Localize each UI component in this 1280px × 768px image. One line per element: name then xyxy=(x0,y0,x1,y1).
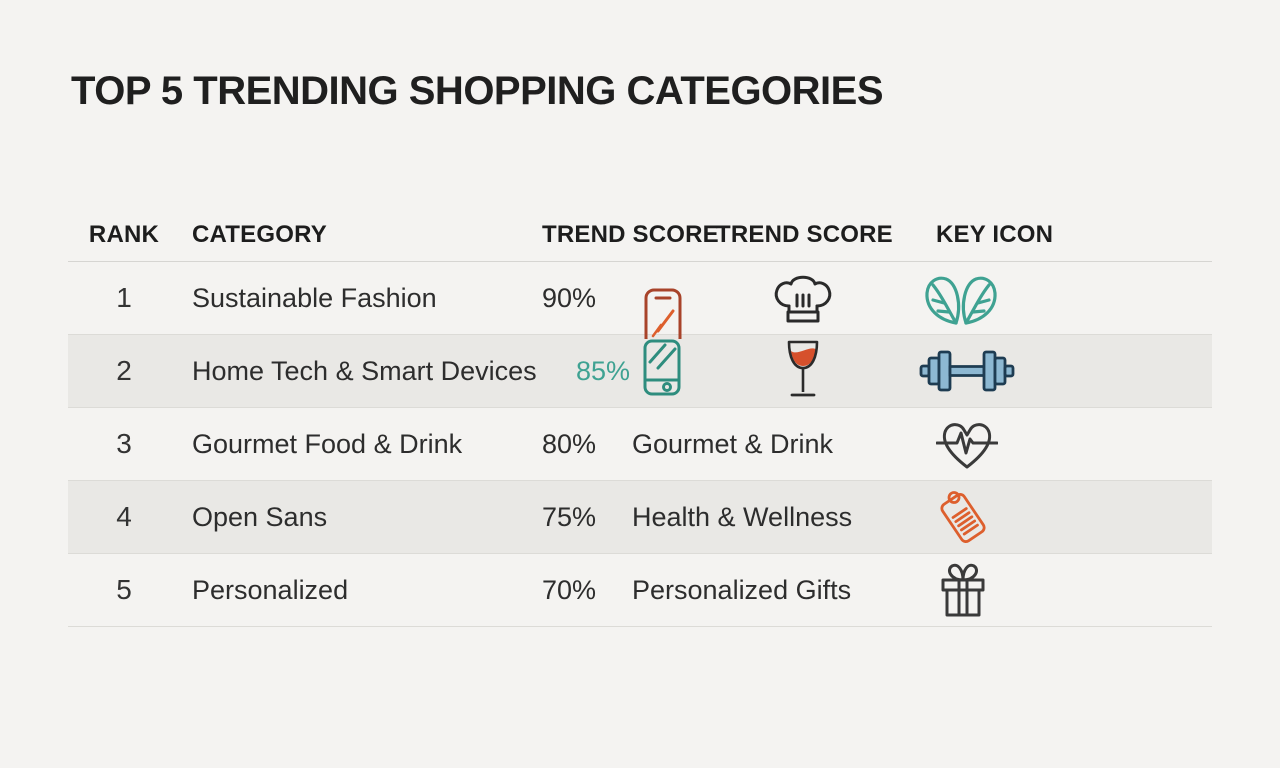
trend-score-cell: 75% xyxy=(518,502,686,533)
trend-label-text: Health & Wellness xyxy=(632,501,853,532)
table-row: 1 Sustainable Fashion 90% xyxy=(68,262,1212,339)
table-row: 4 Open Sans 75% Health & Wellness xyxy=(68,481,1212,554)
rank-cell: 2 xyxy=(116,355,132,386)
trend-label-cell: Personalized Gifts xyxy=(632,575,920,606)
header-key-icon: KEY ICON xyxy=(936,221,1054,248)
gift-icon xyxy=(936,559,990,621)
header-category: CATEGORY xyxy=(192,221,327,248)
trend-label-cell: Gourmet & Drink xyxy=(632,429,920,460)
key-icon-cell xyxy=(920,416,1212,472)
trend-label-text: Personalized Gifts xyxy=(632,574,852,605)
trend-label-cell xyxy=(686,339,920,403)
leaves-icon xyxy=(919,267,1003,329)
page-title: TOP 5 TRENDING SHOPPING CATEGORIES xyxy=(71,69,884,113)
smartphone-icon xyxy=(640,287,686,339)
price-tag-icon xyxy=(936,484,990,550)
rank-cell: 3 xyxy=(116,428,132,459)
header-rank: RANK xyxy=(88,221,160,248)
trend-label-cell: Health & Wellness xyxy=(632,502,920,533)
trend-score-cell: 80% xyxy=(518,429,686,460)
category-cell: Sustainable Fashion xyxy=(192,282,437,313)
trend-score-value: 80% xyxy=(542,428,597,459)
table-header-row: RANK CATEGORY TREND SCORE TREND SCORE KE… xyxy=(68,209,1212,262)
trend-score-cell: 85% xyxy=(518,339,686,400)
category-cell: Gourmet Food & Drink xyxy=(192,428,463,459)
trend-score-value: 90% xyxy=(542,282,597,313)
key-icon-cell xyxy=(919,347,1212,395)
trending-categories-table: RANK CATEGORY TREND SCORE TREND SCORE KE… xyxy=(68,209,1212,627)
trend-label-cell xyxy=(686,268,920,328)
header-trend-score-2: TREND SCORE xyxy=(716,221,893,248)
smartphone-icon xyxy=(638,338,686,396)
chef-hat-icon xyxy=(772,268,834,328)
trend-score-cell: 70% xyxy=(518,575,686,606)
rank-cell: 4 xyxy=(116,501,132,532)
category-cell: Open Sans xyxy=(192,501,328,532)
key-icon-cell xyxy=(920,267,1212,329)
rank-cell: 5 xyxy=(116,574,132,605)
trend-score-value: 75% xyxy=(542,501,597,532)
heart-pulse-icon xyxy=(936,416,998,472)
key-icon-cell xyxy=(920,484,1212,550)
rank-cell: 1 xyxy=(116,282,132,313)
trend-score-cell: 90% xyxy=(518,272,686,339)
wine-glass-icon xyxy=(780,339,826,403)
trend-score-value: 70% xyxy=(542,574,597,605)
dumbbell-icon xyxy=(919,347,1015,395)
table-row: 2 Home Tech & Smart Devices 85% xyxy=(68,335,1212,408)
table-row: 3 Gourmet Food & Drink 80% Gourmet & Dri… xyxy=(68,408,1212,481)
category-cell: Home Tech & Smart Devices xyxy=(192,355,537,386)
key-icon-cell xyxy=(920,559,1212,621)
trend-score-value: 85% xyxy=(576,355,631,386)
category-cell: Personalized xyxy=(192,574,349,605)
table-row: 5 Personalized 70% Personalized Gifts xyxy=(68,554,1212,627)
trend-label-text: Gourmet & Drink xyxy=(632,428,834,459)
header-trend-score-1: TREND SCORE xyxy=(542,221,719,248)
